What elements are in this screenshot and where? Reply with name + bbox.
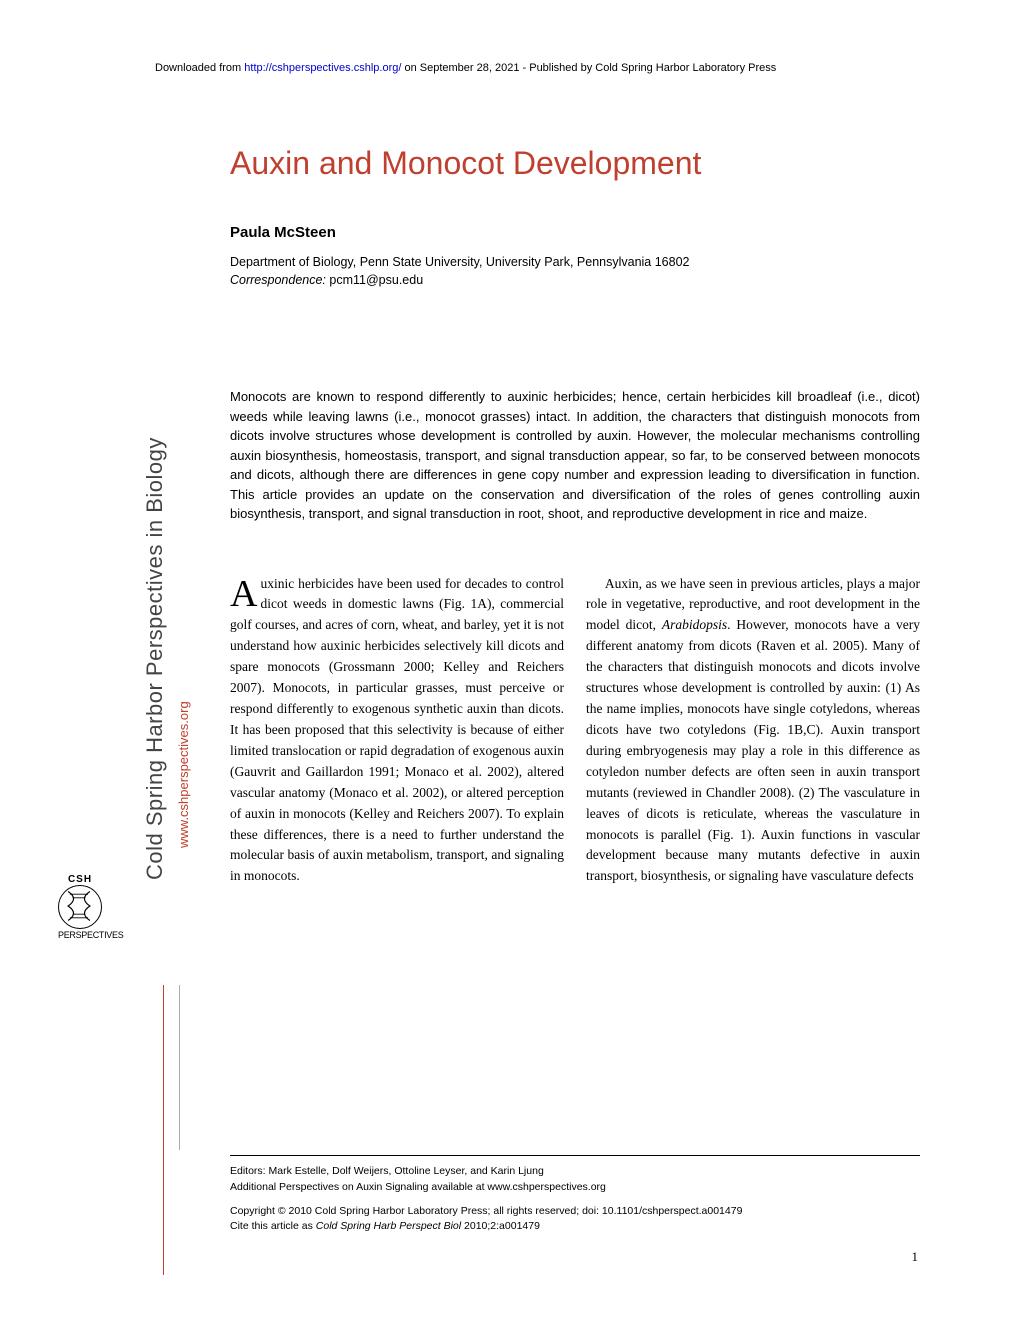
main-content: Auxin and Monocot Development Paula McSt… xyxy=(230,145,920,887)
cite-post: 2010;2:a001479 xyxy=(461,1220,540,1232)
article-title: Auxin and Monocot Development xyxy=(230,145,920,182)
logo-top-label: CSH xyxy=(58,874,102,885)
body-columns: Auxinic herbicides have been used for de… xyxy=(230,574,920,888)
cite-line: Cite this article as Cold Spring Harb Pe… xyxy=(230,1219,920,1235)
page-number: 1 xyxy=(912,1249,919,1265)
header-url[interactable]: http://cshperspectives.cshlp.org/ xyxy=(244,62,401,74)
csh-logo: CSH PERSPECTIVES xyxy=(58,873,102,917)
abstract: Monocots are known to respond differentl… xyxy=(230,387,920,524)
header-suffix: on September 28, 2021 - Published by Col… xyxy=(401,62,776,74)
body-col2-post: . However, monocots have a very differen… xyxy=(586,617,920,883)
journal-url-vertical[interactable]: www.cshperspectives.org xyxy=(176,701,191,848)
cite-pre: Cite this article as xyxy=(230,1220,316,1232)
journal-name-vertical: Cold Spring Harbor Perspectives in Biolo… xyxy=(142,437,168,880)
helix-icon xyxy=(58,885,102,929)
header-prefix: Downloaded from xyxy=(155,62,244,74)
author-name: Paula McSteen xyxy=(230,224,920,241)
download-header: Downloaded from http://cshperspectives.c… xyxy=(155,62,920,74)
logo-bottom-label: PERSPECTIVES xyxy=(58,930,102,940)
additional-line: Additional Perspectives on Auxin Signali… xyxy=(230,1180,920,1196)
body-col2-italic: Arabidopsis xyxy=(662,617,727,632)
correspondence: Correspondence: pcm11@psu.edu xyxy=(230,273,920,287)
body-col1: uxinic herbicides have been used for dec… xyxy=(230,576,564,884)
footer: Editors: Mark Estelle, Dolf Weijers, Ott… xyxy=(230,1155,920,1235)
affiliation: Department of Biology, Penn State Univer… xyxy=(230,255,920,269)
correspondence-email[interactable]: pcm11@psu.edu xyxy=(329,273,423,287)
dropcap: A xyxy=(230,574,260,610)
sidebar-divider-accent xyxy=(163,985,164,1275)
correspondence-label: Correspondence: xyxy=(230,273,326,287)
sidebar-divider xyxy=(179,985,180,1150)
cite-ital: Cold Spring Harb Perspect Biol xyxy=(316,1220,461,1232)
copyright-line: Copyright © 2010 Cold Spring Harbor Labo… xyxy=(230,1204,920,1220)
editors-line: Editors: Mark Estelle, Dolf Weijers, Ott… xyxy=(230,1164,920,1180)
